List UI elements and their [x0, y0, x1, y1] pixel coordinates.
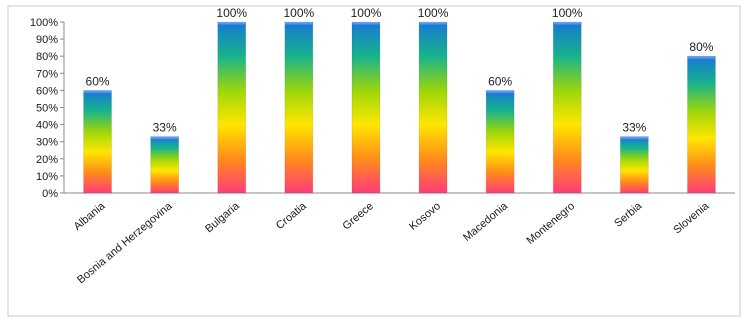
- bar-outline: [351, 21, 381, 194]
- y-tick-label: 20%: [36, 154, 58, 166]
- y-axis: 0% 10% 20% 30% 40% 50% 60% 70% 80% 90% 100%: [30, 17, 735, 200]
- bar-cap: [620, 136, 649, 141]
- bar-1: [150, 136, 180, 194]
- bar-cap: [687, 56, 716, 61]
- category-label: Greece: [341, 200, 376, 232]
- bar-outline: [686, 55, 716, 194]
- bar-2: [217, 21, 247, 194]
- bar-outline: [150, 136, 180, 194]
- category-label: Croatia: [274, 200, 310, 233]
- bar-cap: [83, 90, 112, 95]
- bar-cap: [150, 136, 179, 141]
- bar-body: [351, 22, 380, 193]
- data-label: 60%: [488, 74, 512, 88]
- y-tick-label: 10%: [36, 171, 58, 183]
- bar-outline: [284, 21, 314, 194]
- bar-6: [485, 89, 515, 194]
- data-label: 100%: [283, 6, 314, 20]
- y-tick-label: 80%: [36, 51, 58, 63]
- bar-outline: [83, 89, 113, 194]
- bar-3: [284, 21, 314, 194]
- y-tick-label: 60%: [36, 85, 58, 97]
- data-label: 33%: [153, 121, 177, 135]
- bar-cap: [553, 22, 582, 26]
- data-label: 100%: [418, 6, 449, 20]
- data-label: 100%: [552, 6, 583, 20]
- data-label: 33%: [622, 121, 646, 135]
- bar-body: [150, 136, 179, 193]
- bar-cap: [351, 22, 380, 26]
- bar-4: [351, 21, 381, 194]
- bar-body: [217, 22, 246, 193]
- category-label: Slovenia: [671, 200, 712, 237]
- bar-cap: [419, 22, 448, 26]
- bar-body: [620, 136, 649, 193]
- bar-7: [552, 21, 582, 194]
- y-tick-label: 90%: [36, 34, 58, 46]
- bar-body: [83, 90, 112, 193]
- bar-cap: [486, 90, 515, 95]
- bar-outline: [217, 21, 247, 194]
- bar-body: [687, 56, 716, 194]
- y-tick-label: 100%: [30, 17, 58, 29]
- bars: 60% 33% 100% 100% 100% 100% 60% 100% 33% 80%: [83, 6, 716, 194]
- bar-0: [83, 89, 113, 194]
- y-tick-label: 40%: [36, 120, 58, 132]
- data-label: 80%: [689, 40, 713, 54]
- bar-9: [686, 55, 716, 194]
- category-label: Bulgaria: [203, 200, 242, 236]
- bar-body: [553, 22, 582, 193]
- bar-body: [284, 22, 313, 193]
- category-label: Albania: [72, 200, 108, 233]
- y-tick-label: 0%: [42, 188, 58, 200]
- bar-cap: [284, 22, 313, 26]
- bar-5: [418, 21, 448, 194]
- data-label: 60%: [86, 74, 110, 88]
- y-tick-label: 70%: [36, 68, 58, 80]
- data-label: 100%: [351, 6, 382, 20]
- chart-frame: [7, 5, 741, 317]
- bar-outline: [485, 89, 515, 194]
- y-tick-label: 30%: [36, 137, 58, 149]
- category-label: Serbia: [612, 200, 645, 230]
- bar-outline: [418, 21, 448, 194]
- bar-body: [419, 22, 448, 193]
- y-tick-label: 50%: [36, 103, 58, 115]
- bar-outline: [552, 21, 582, 194]
- bar-body: [486, 90, 515, 193]
- bar-8: [619, 136, 649, 194]
- data-label: 100%: [216, 6, 247, 20]
- bar-outline: [619, 136, 649, 194]
- bar-cap: [217, 22, 246, 26]
- category-label: Kosovo: [407, 200, 443, 233]
- category-label: Montenegro: [524, 200, 577, 247]
- category-label: Macedonia: [461, 200, 511, 244]
